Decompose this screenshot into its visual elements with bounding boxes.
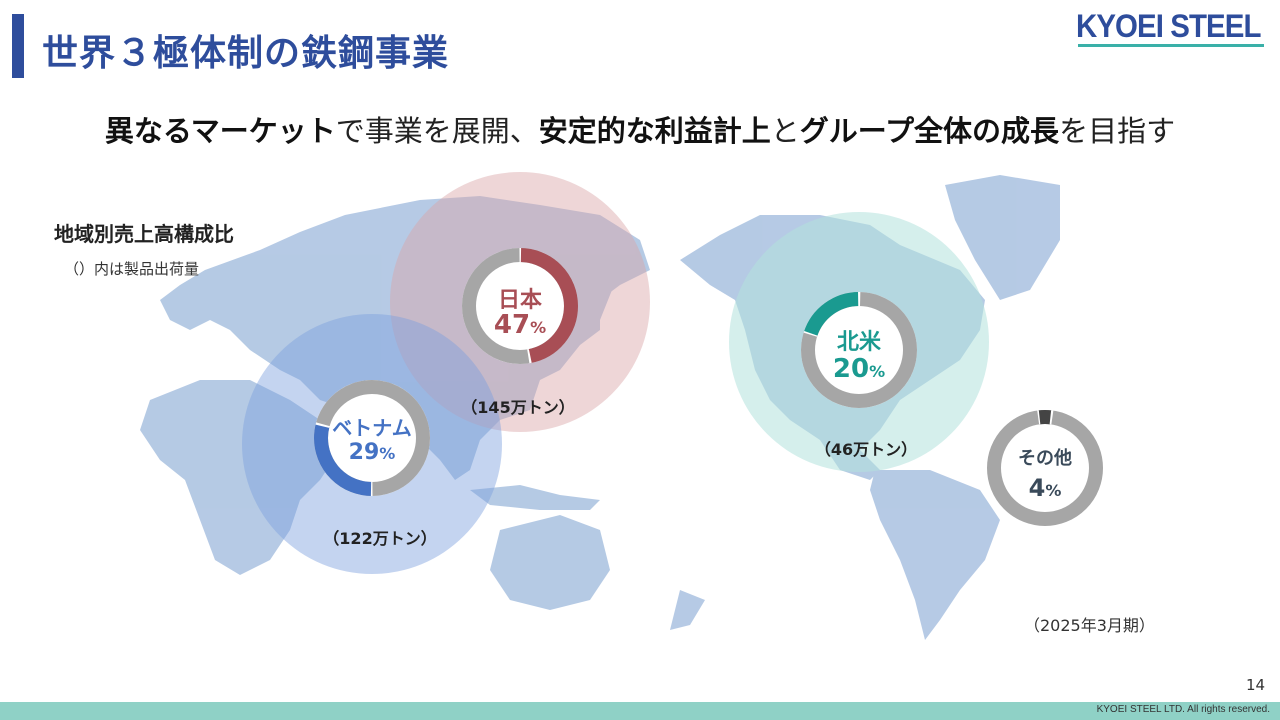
vietnam-donut-separator	[314, 380, 430, 496]
japan-percent: 47%	[460, 310, 580, 340]
other-percent-value: 4	[1028, 474, 1046, 502]
vietnam-percent: 29%	[312, 440, 432, 465]
japan-percent-value: 47	[493, 310, 531, 340]
title-accent-bar	[12, 14, 24, 78]
vietnam-name: ベトナム	[332, 416, 412, 440]
subtitle-part-2: で事業を展開、	[335, 114, 539, 148]
footer-bar	[0, 702, 1280, 720]
north-america-name: 北米	[836, 330, 881, 355]
japan-donut-bg	[462, 248, 578, 364]
company-logo: KYOEI STEEL	[1076, 8, 1261, 44]
donuts	[314, 248, 1103, 526]
other-percent-unit: %	[1045, 481, 1062, 500]
japan-name: 日本	[497, 288, 542, 313]
japan-tons: （145万トン）	[461, 398, 575, 417]
north-america-percent-unit: %	[869, 362, 886, 381]
subtitle: 異なるマーケットで事業を展開、安定的な利益計上とグループ全体の成長を目指す	[0, 108, 1280, 150]
other-donut-separator	[987, 410, 1103, 526]
north-america-percent-value: 20	[832, 354, 870, 384]
logo-underline	[1078, 44, 1264, 47]
donut-rings	[314, 248, 1103, 526]
subtitle-part-3: 安定的な利益計上	[538, 114, 771, 148]
other-donut-bg	[987, 410, 1103, 526]
other-percent: 4%	[985, 474, 1105, 502]
fiscal-period: （2025年3月期）	[1024, 616, 1155, 635]
vietnam-percent-value: 29	[348, 440, 380, 465]
subtitle-part-1: 異なるマーケット	[104, 114, 336, 148]
vietnam-tons: （122万トン）	[323, 529, 437, 548]
subtitle-part-4: と	[770, 114, 800, 148]
region-heading: 地域別売上高構成比	[54, 222, 234, 246]
north-america-donut-separator	[801, 292, 917, 408]
region-note: （）内は製品出荷量	[64, 260, 200, 278]
subtitle-part-5: グループ全体の成長	[799, 114, 1060, 148]
vietnam-percent-unit: %	[379, 444, 396, 463]
japan-donut-separator	[462, 248, 578, 364]
subtitle-part-6: を目指す	[1059, 114, 1176, 148]
north-america-tons: （46万トン）	[814, 440, 918, 459]
north-america-donut-bg	[801, 292, 917, 408]
page-title: 世界３極体制の鉄鋼事業	[42, 33, 450, 74]
north-america-percent: 20%	[799, 354, 919, 384]
japan-percent-unit: %	[530, 318, 547, 337]
vietnam-donut-bg	[314, 380, 430, 496]
other-name: その他	[1018, 448, 1072, 469]
page-number: 14	[1246, 676, 1266, 694]
copyright: KYOEI STEEL LTD. All rights reserved.	[1096, 704, 1270, 715]
